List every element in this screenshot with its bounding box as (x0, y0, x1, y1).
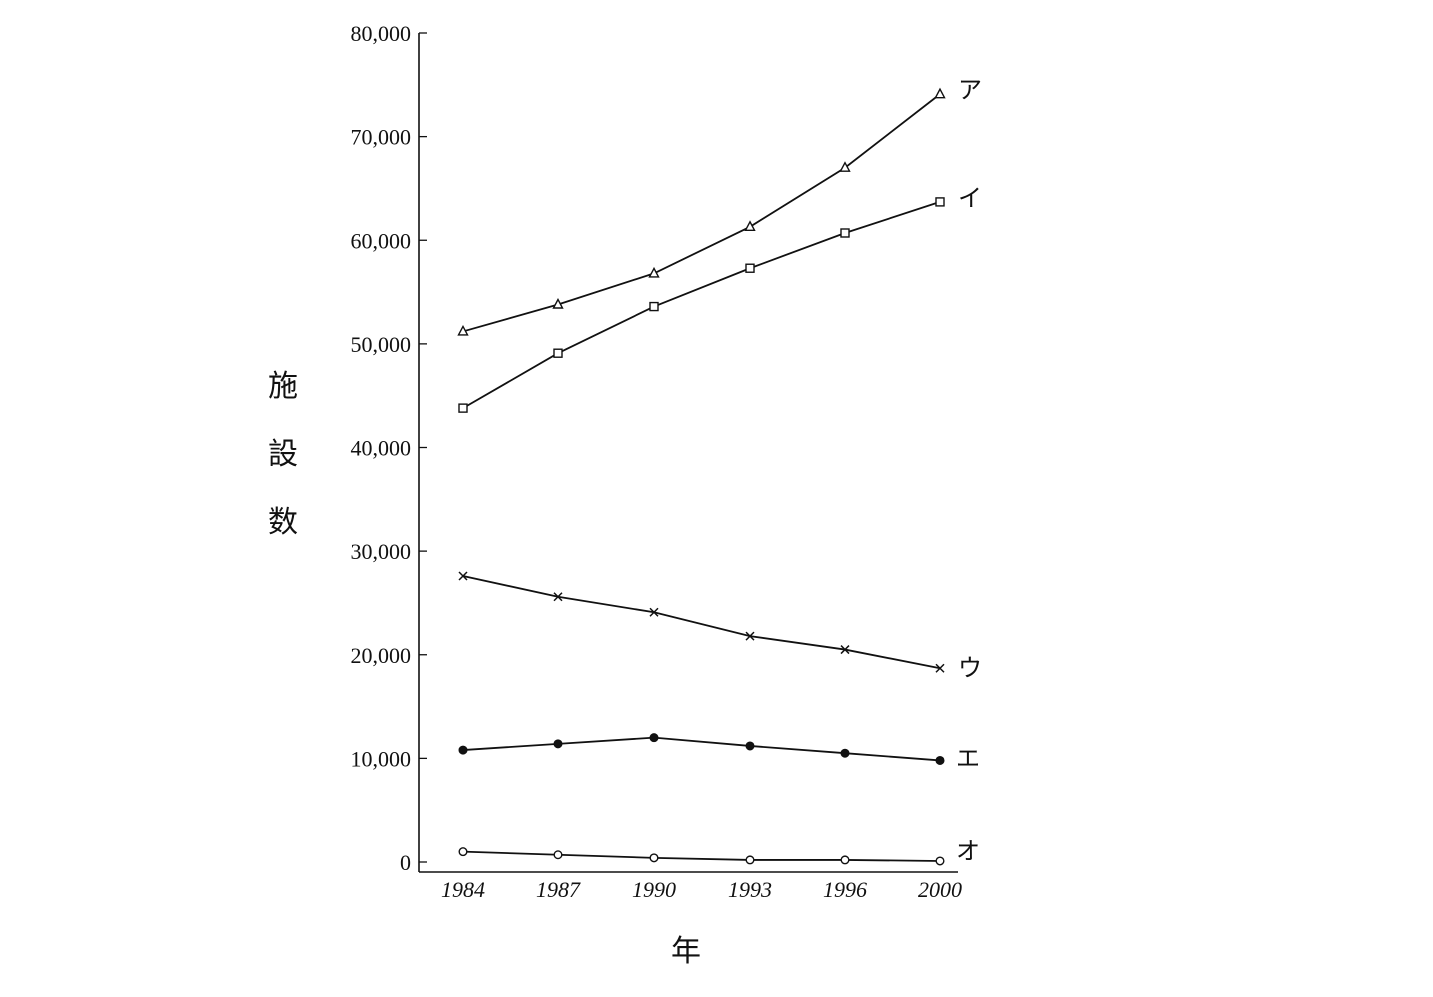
y-axis-title: 施設数 (268, 369, 298, 540)
series-line (462, 575, 941, 670)
series-line (462, 201, 941, 409)
y-tick-label: 30,000 (351, 539, 412, 564)
data-point (649, 853, 659, 863)
series-line (462, 736, 941, 762)
series-ウ: ウ (458, 571, 982, 682)
x-tick-label: 1996 (823, 877, 867, 902)
data-point (649, 607, 659, 617)
series-オ: オ (458, 837, 980, 866)
data-point (458, 847, 468, 857)
data-point (649, 301, 659, 312)
data-point (553, 850, 563, 860)
data-point (552, 298, 564, 309)
series-イ: イ (458, 184, 982, 413)
x-axis-ticks: 1984 1987 1990 1993 1996 2000 (441, 877, 962, 902)
x-tick-label: 1984 (441, 877, 485, 902)
data-point (935, 856, 945, 866)
data-point (745, 263, 755, 273)
series-エ: エ (458, 733, 980, 772)
y-tick-label: 50,000 (351, 332, 412, 357)
data-point (744, 220, 756, 231)
data-point (840, 228, 850, 238)
data-point (553, 348, 563, 358)
data-point (840, 645, 850, 655)
x-tick-label: 2000 (918, 877, 962, 902)
series-line (462, 850, 941, 862)
series-line (462, 93, 941, 333)
series-label: エ (956, 744, 980, 772)
data-point (840, 748, 850, 758)
data-point (457, 324, 469, 336)
data-point (648, 266, 660, 278)
data-point (649, 733, 659, 743)
data-point (745, 855, 755, 865)
y-tick-label: 80,000 (351, 21, 412, 46)
y-tick-label: 70,000 (351, 125, 412, 150)
series-label: オ (956, 837, 980, 865)
data-point (839, 161, 851, 172)
y-tick-label: 60,000 (351, 228, 412, 253)
data-point (935, 755, 945, 765)
data-point (745, 631, 755, 641)
x-tick-label: 1990 (632, 877, 676, 902)
x-tick-label: 1987 (536, 877, 581, 902)
y-tick-label: 10,000 (351, 746, 412, 771)
data-point (553, 592, 563, 602)
data-point (935, 663, 945, 673)
series-label: イ (958, 184, 982, 212)
data-point (458, 403, 468, 413)
y-tick-label: 40,000 (351, 436, 412, 461)
series-label: ウ (958, 654, 982, 682)
y-axis-ticks: 0 10,000 20,000 30,000 40,000 50,000 60,000 70,… (351, 21, 427, 875)
data-point (935, 197, 945, 207)
data-point (458, 571, 468, 581)
series-ア: ア (457, 76, 982, 336)
data-point (840, 855, 850, 865)
data-point (458, 745, 468, 755)
data-point (553, 739, 563, 749)
data-point (745, 741, 755, 751)
y-tick-label: 20,000 (351, 643, 412, 668)
x-tick-label: 1993 (728, 877, 772, 902)
data-point (934, 87, 946, 99)
series-label: ア (958, 76, 982, 104)
y-tick-label: 0 (400, 850, 411, 875)
x-axis-title: 年 (671, 934, 701, 969)
